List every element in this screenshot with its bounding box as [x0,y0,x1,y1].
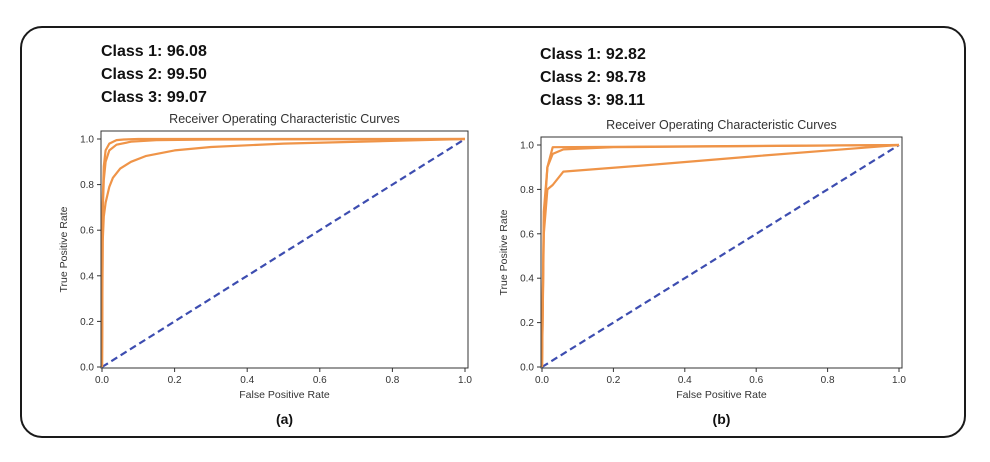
y-tick-label: 0.2 [80,317,94,328]
auc-score: Class 2: 99.50 [101,66,207,83]
chart-title: Receiver Operating Characteristic Curves [606,118,837,132]
y-axis-label: True Positive Rate [58,206,70,292]
x-tick-label: 0.0 [535,375,549,386]
roc-chart-b: Receiver Operating Characteristic Curves… [498,118,906,427]
y-tick-label: 0.4 [520,274,534,285]
auc-scores-b: Class 1: 92.82 Class 2: 98.78 Class 3: 9… [540,43,646,112]
y-tick-label: 1.0 [80,135,94,146]
x-tick-label: 0.8 [385,375,399,386]
y-tick-label: 0.6 [80,226,94,237]
plot-area [100,130,469,369]
x-tick-label: 0.0 [95,375,109,386]
x-tick-label: 0.6 [313,375,327,386]
x-tick-label: 0.4 [678,375,692,386]
auc-scores-a: Class 1: 96.08 Class 2: 99.50 Class 3: 9… [101,40,207,109]
y-tick-label: 0.0 [520,363,534,374]
x-tick-label: 1.0 [892,375,906,386]
chance-line [101,138,466,368]
auc-score: Class 1: 92.82 [540,46,646,63]
y-tick-label: 0.4 [80,271,94,282]
roc-curve-class-1 [100,137,466,368]
roc-chart-a: Receiver Operating Characteristic Curves… [58,112,472,427]
y-tick-label: 0.2 [520,318,534,329]
roc-curve-class-3 [100,137,466,368]
chance-line [541,144,900,368]
figure-frame [20,26,966,438]
x-tick-label: 0.8 [821,375,835,386]
panel-label: (b) [713,411,731,427]
x-axis-label: False Positive Rate [239,389,330,401]
auc-score: Class 1: 96.08 [101,43,207,60]
auc-score: Class 3: 98.11 [540,92,645,109]
roc-curve-class-3 [540,143,900,368]
auc-score: Class 2: 98.78 [540,69,646,86]
x-tick-label: 1.0 [458,375,472,386]
y-tick-label: 0.6 [520,229,534,240]
y-tick-label: 0.0 [80,363,94,374]
panel-label: (a) [276,411,293,427]
y-axis-label: True Positive Rate [498,209,510,295]
chart-title: Receiver Operating Characteristic Curves [169,112,400,126]
y-tick-label: 1.0 [520,141,534,152]
plot-area [540,136,903,369]
y-tick-label: 0.8 [80,180,94,191]
auc-score: Class 3: 99.07 [101,89,207,106]
x-tick-label: 0.2 [606,375,620,386]
x-tick-label: 0.2 [168,375,182,386]
y-tick-label: 0.8 [520,185,534,196]
x-tick-label: 0.6 [749,375,763,386]
x-tick-label: 0.4 [240,375,254,386]
x-axis-label: False Positive Rate [676,389,767,401]
